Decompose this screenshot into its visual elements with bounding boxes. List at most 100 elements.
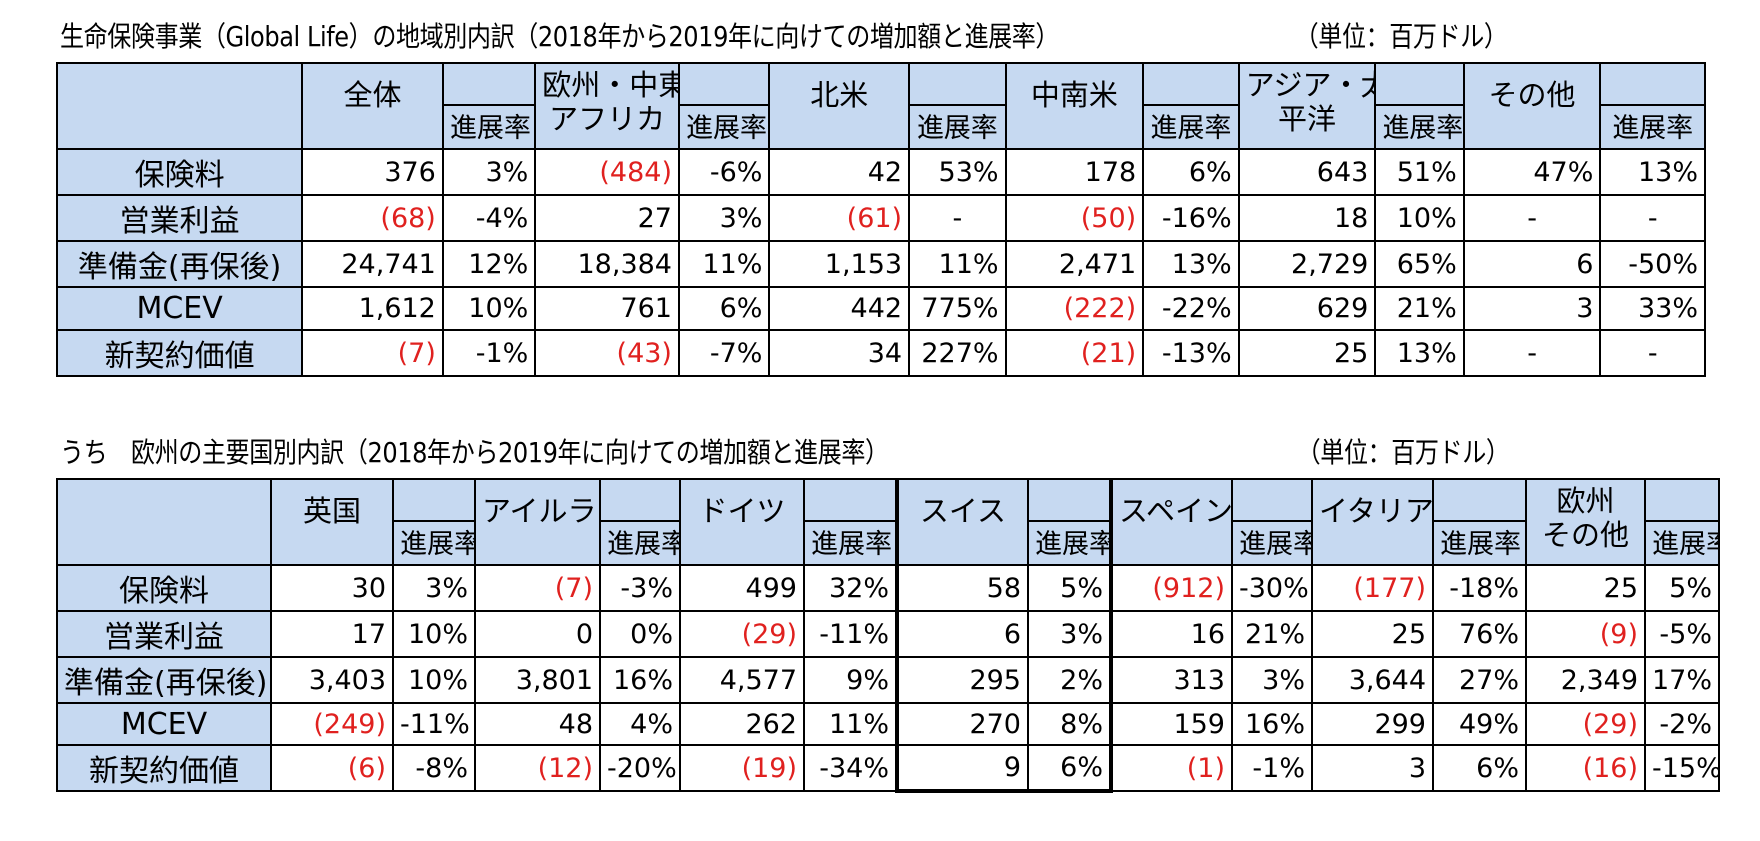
- group-header-cell: アイルランド: [474, 478, 601, 566]
- value-cell: (177): [1311, 564, 1434, 612]
- value-cell: 53%: [908, 148, 1007, 196]
- value-cell: (21): [1004, 329, 1145, 377]
- table-row: MCEV (249) -11% 48 4% 262 11% 270 8% 159 16% 299 49%…: [56, 702, 1720, 746]
- value-cell: -7%: [677, 329, 771, 377]
- value-cell: (12): [474, 744, 601, 792]
- value-cell: -15%: [1644, 744, 1720, 792]
- table1-unit: （単位：百万ドル）: [1295, 20, 1508, 53]
- value-cell: -6%: [677, 148, 771, 196]
- value-cell: 65%: [1374, 240, 1465, 288]
- group-header-line2: その他: [1541, 518, 1629, 552]
- group-header-cell: ドイツ: [679, 478, 805, 566]
- group-header-line1: 欧州・中東・: [542, 68, 677, 102]
- value-cell: (9): [1525, 610, 1646, 658]
- group-header-cell: アジア・太 平洋: [1237, 62, 1377, 150]
- rate-header-top: [1644, 478, 1720, 521]
- value-cell: 13%: [1374, 329, 1465, 377]
- value-cell: (912): [1110, 564, 1233, 612]
- value-cell: 11%: [803, 702, 898, 746]
- value-cell: 17%: [1644, 656, 1720, 704]
- table-row: 保険料 376 3% (484) -6% 42 53% 178 6% 643 51% 47% 13%: [55, 148, 1706, 196]
- value-cell: (50): [1004, 194, 1145, 242]
- row-label: 新契約価値: [56, 744, 272, 792]
- value-cell: -: [1462, 194, 1602, 242]
- row-label: MCEV: [55, 286, 304, 331]
- value-cell: 159: [1110, 702, 1233, 746]
- group-header-line1: 中南米: [1030, 78, 1118, 112]
- value-cell: 629: [1237, 286, 1377, 331]
- value-cell: 10%: [441, 286, 537, 331]
- rate-header-cell: 進展率: [1374, 104, 1465, 150]
- value-cell: 0%: [599, 610, 681, 658]
- value-cell: -: [1599, 329, 1706, 377]
- value-cell: 51%: [1374, 148, 1465, 196]
- group-header-line1: その他: [1488, 78, 1576, 112]
- rate-header-cell: 進展率: [1599, 104, 1706, 150]
- value-cell: -5%: [1644, 610, 1720, 658]
- group-header-line1: アジア・太: [1245, 68, 1376, 102]
- value-cell: 12%: [441, 240, 537, 288]
- value-cell: 16%: [1231, 702, 1313, 746]
- rate-header-cell: 進展率: [441, 104, 537, 150]
- group-header-line1: スイス: [919, 494, 1007, 528]
- value-cell: (61): [768, 194, 911, 242]
- group-header-cell: 欧州・中東・アフリカ: [534, 62, 680, 150]
- value-cell: 16%: [599, 656, 681, 704]
- value-cell: -3%: [599, 564, 681, 612]
- value-cell: 49%: [1432, 702, 1527, 746]
- rate-header-cell: 進展率: [1142, 104, 1240, 150]
- value-cell: 295: [895, 656, 1029, 704]
- value-cell: 18: [1237, 194, 1377, 242]
- value-cell: 25: [1311, 610, 1434, 658]
- value-cell: -18%: [1432, 564, 1527, 612]
- value-cell: 227%: [908, 329, 1007, 377]
- value-cell: 11%: [677, 240, 771, 288]
- value-cell: 25: [1237, 329, 1377, 377]
- value-cell: 2,729: [1237, 240, 1377, 288]
- row-label: 準備金(再保後): [56, 656, 272, 704]
- value-cell: 47%: [1462, 148, 1602, 196]
- group-header-line2: アフリカ: [549, 102, 666, 136]
- value-cell: (19): [679, 744, 805, 792]
- value-cell: (222): [1004, 286, 1145, 331]
- value-cell: -20%: [599, 744, 681, 792]
- table-row: 営業利益 17 10% 0 0% (29) -11% 6 3% 16 21% 25 76% (9) -5%: [56, 610, 1720, 658]
- table1-title: 生命保険事業（Global Life）の地域別内訳（2018年から2019年に向…: [60, 20, 1060, 53]
- group-header-line1: 欧州: [1556, 484, 1615, 518]
- row-label: 保険料: [56, 564, 272, 612]
- value-cell: (1): [1110, 744, 1233, 792]
- group-header-cell: 欧州 その他: [1525, 478, 1646, 566]
- group-header-cell: 北米: [768, 62, 911, 150]
- value-cell: 3%: [441, 148, 537, 196]
- rate-header-top: [908, 62, 1007, 105]
- value-cell: 3: [1462, 286, 1602, 331]
- value-cell: 25: [1525, 564, 1646, 612]
- table-row: 準備金(再保後) 24,741 12% 18,384 11% 1,153 11% 2,471 1…: [55, 240, 1706, 288]
- value-cell: 270: [895, 702, 1029, 746]
- value-cell: (7): [301, 329, 444, 377]
- europe-country-table: 英国アイルランドドイツスイススペインイタリア欧州その他進展率進展率進展率進展率進…: [56, 478, 1720, 793]
- value-cell: 3,644: [1311, 656, 1434, 704]
- value-cell: 27%: [1432, 656, 1527, 704]
- value-cell: 10%: [392, 610, 476, 658]
- value-cell: 775%: [908, 286, 1007, 331]
- value-cell: 499: [679, 564, 805, 612]
- value-cell: 18,384: [534, 240, 680, 288]
- rate-header-top: [1374, 62, 1465, 105]
- rate-header-cell: 進展率: [1432, 520, 1527, 566]
- value-cell: -8%: [392, 744, 476, 792]
- value-cell: 10%: [392, 656, 476, 704]
- value-cell: -13%: [1142, 329, 1240, 377]
- table-row: 準備金(再保後) 3,403 10% 3,801 16% 4,577 9% 295 2% 313 3…: [56, 656, 1720, 704]
- table-row: 保険料 30 3% (7) -3% 499 32% 58 5% (912) -30% (177) -18…: [56, 564, 1720, 612]
- rate-header-top: [599, 478, 681, 521]
- rate-header-top: [1599, 62, 1706, 105]
- value-cell: 13%: [1599, 148, 1706, 196]
- value-cell: 5%: [1027, 564, 1113, 612]
- group-header-cell: イタリア: [1311, 478, 1434, 566]
- value-cell: 0: [474, 610, 601, 658]
- group-header-line1: イタリア: [1319, 494, 1433, 528]
- value-cell: (484): [534, 148, 680, 196]
- value-cell: 299: [1311, 702, 1434, 746]
